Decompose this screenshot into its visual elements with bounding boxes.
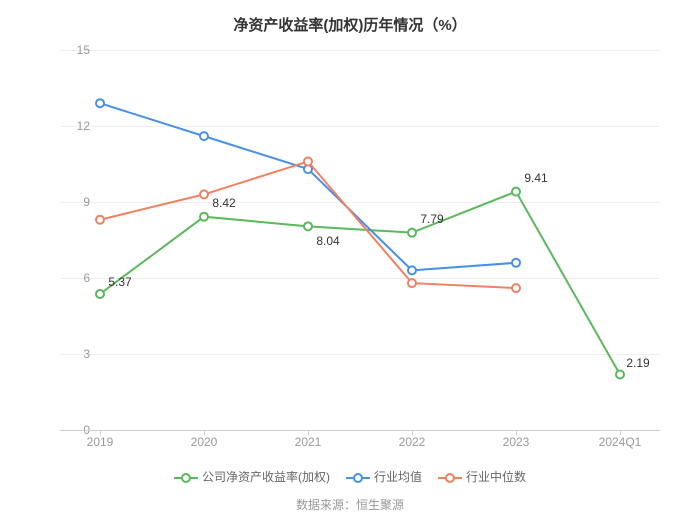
data-point-label: 8.42 xyxy=(212,196,235,210)
legend-label: 行业中位数 xyxy=(466,470,526,484)
series-marker xyxy=(96,290,104,298)
series-marker xyxy=(512,284,520,292)
series-marker xyxy=(96,216,104,224)
series-marker xyxy=(96,99,104,107)
x-tick-label: 2020 xyxy=(191,435,218,449)
x-tick-label: 2023 xyxy=(503,435,530,449)
data-point-label: 2.19 xyxy=(626,356,649,370)
series-marker xyxy=(304,157,312,165)
data-point-label: 7.79 xyxy=(420,212,443,226)
legend-item: 行业中位数 xyxy=(438,468,526,485)
series-line xyxy=(100,103,516,270)
series-marker xyxy=(408,279,416,287)
x-tick-label: 2019 xyxy=(87,435,114,449)
legend-label: 公司净资产收益率(加权) xyxy=(202,470,330,484)
data-point-label: 8.04 xyxy=(316,234,339,248)
chart-container: 净资产收益率(加权)历年情况（%） 03691215 2019202020212… xyxy=(0,0,700,525)
x-tick-label: 2024Q1 xyxy=(599,435,642,449)
legend-label: 行业均值 xyxy=(374,470,422,484)
legend-item: 公司净资产收益率(加权) xyxy=(174,468,330,485)
legend-marker-icon xyxy=(346,472,370,484)
legend: 公司净资产收益率(加权) 行业均值 行业中位数 xyxy=(0,468,700,485)
series-marker xyxy=(200,190,208,198)
series-marker xyxy=(512,188,520,196)
series-marker xyxy=(304,222,312,230)
data-point-label: 9.41 xyxy=(524,171,547,185)
series-marker xyxy=(408,229,416,237)
x-tick-label: 2021 xyxy=(295,435,322,449)
chart-title: 净资产收益率(加权)历年情况（%） xyxy=(0,0,700,35)
series-marker xyxy=(200,213,208,221)
x-tick-label: 2022 xyxy=(399,435,426,449)
data-point-label: 5.37 xyxy=(108,275,131,289)
series-marker xyxy=(408,266,416,274)
series-marker xyxy=(616,371,624,379)
series-marker xyxy=(512,259,520,267)
series-marker xyxy=(200,132,208,140)
legend-marker-icon xyxy=(174,472,198,484)
legend-marker-icon xyxy=(438,472,462,484)
x-axis-line xyxy=(60,430,660,431)
chart-lines xyxy=(60,50,660,430)
legend-item: 行业均值 xyxy=(346,468,422,485)
source-text: 数据来源：恒生聚源 xyxy=(0,496,700,513)
